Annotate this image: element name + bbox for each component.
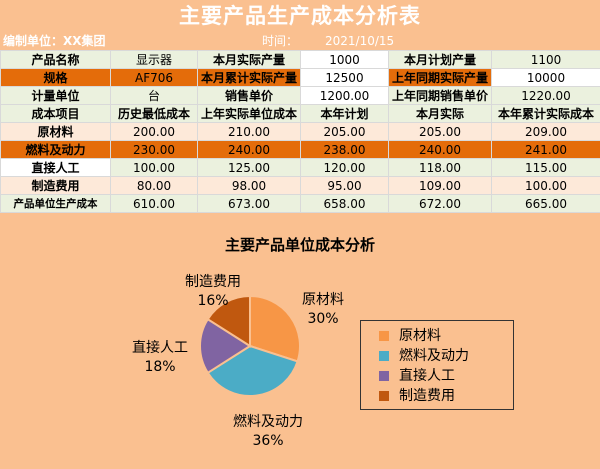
table-cell[interactable]: 产品名称 <box>0 50 111 69</box>
table-cell[interactable]: 本月计划产量 <box>388 50 492 69</box>
table-header-row: 成本项目 历史最低成本 上年实际单位成本 本年计划 本月实际 本年累计实际成本 <box>0 104 600 123</box>
chart-title: 主要产品单位成本分析 <box>224 236 375 254</box>
table-cell[interactable]: 80.00 <box>110 176 198 195</box>
legend-entry[interactable]: 原材料 <box>379 326 513 346</box>
table-header[interactable]: 本月实际 <box>388 104 492 123</box>
page-title: 主要产品生产成本分析表 <box>179 4 421 28</box>
slice-category-label: 原材料 <box>302 292 344 308</box>
table-row: 燃料及动力 230.00 240.00 238.00 240.00 241.00 <box>0 140 600 159</box>
slice-category-label: 制造费用 <box>185 274 241 290</box>
legend-entry[interactable]: 直接人工 <box>379 366 513 386</box>
table-row: 原材料 200.00 210.00 205.00 205.00 209.00 <box>0 122 600 141</box>
legend-swatch <box>379 371 389 381</box>
table-cell[interactable]: 115.00 <box>491 158 600 177</box>
table-cell[interactable]: 205.00 <box>300 122 389 141</box>
table-cell[interactable]: 240.00 <box>388 140 492 159</box>
table-cell[interactable]: 230.00 <box>110 140 198 159</box>
table-row: 制造费用 80.00 98.00 95.00 109.00 100.00 <box>0 176 600 195</box>
table-cell[interactable]: 原材料 <box>0 122 111 141</box>
pie-chart-area: 主要产品单位成本分析 原材料 30% 燃料及动力 36% 直接人工 18% 制造费用 16% … <box>0 224 600 469</box>
pie-slice-2[interactable] <box>199 317 252 375</box>
table-cell[interactable]: 125.00 <box>197 158 301 177</box>
table-cell[interactable]: 本月累计实际产量 <box>197 68 301 87</box>
slice-value-label: 18% <box>144 359 175 375</box>
table-row: 产品名称 显示器 本月实际产量 1000 本月计划产量 1100 <box>0 50 600 69</box>
table-cell[interactable]: 产品单位生产成本 <box>0 194 111 213</box>
table-cell[interactable]: 10000 <box>491 68 600 87</box>
legend-label: 原材料 <box>399 328 441 344</box>
pie-slice-0[interactable] <box>249 294 301 363</box>
info-bar: 编制单位：XX集团 时间： 2021/10/15 <box>0 33 600 49</box>
table-cell[interactable]: 上年同期实际产量 <box>388 68 492 87</box>
table-cell[interactable]: 显示器 <box>110 50 198 69</box>
table-cell[interactable]: 台 <box>110 86 198 105</box>
legend-swatch <box>379 351 389 361</box>
legend-swatch <box>379 391 389 401</box>
table-header[interactable]: 历史最低成本 <box>110 104 198 123</box>
legend-label: 制造费用 <box>399 388 455 404</box>
unit-label: 编制单位：XX集团 <box>3 34 106 48</box>
table-cell[interactable]: 1100 <box>491 50 600 69</box>
pie-chart: 原材料 30% 燃料及动力 36% 直接人工 18% 制造费用 16% <box>132 274 344 449</box>
table-cell[interactable]: 1220.00 <box>491 86 600 105</box>
table-cell[interactable]: 209.00 <box>491 122 600 141</box>
table-cell[interactable]: 120.00 <box>300 158 389 177</box>
time-value: 2021/10/15 <box>325 34 395 48</box>
table-header[interactable]: 成本项目 <box>0 104 111 123</box>
table-row: 直接人工 100.00 125.00 120.00 118.00 115.00 <box>0 158 600 177</box>
table-cell[interactable]: 规格 <box>0 68 111 87</box>
table-cell[interactable]: 销售单价 <box>197 86 301 105</box>
legend-label: 燃料及动力 <box>399 348 469 364</box>
table-row: 计量单位 台 销售单价 1200.00 上年同期销售单价 1220.00 <box>0 86 600 105</box>
slice-category-label: 燃料及动力 <box>233 413 303 430</box>
table-cell[interactable]: 210.00 <box>197 122 301 141</box>
table-cell[interactable]: 98.00 <box>197 176 301 195</box>
table-cell[interactable]: 665.00 <box>491 194 600 213</box>
table-cell[interactable]: 12500 <box>300 68 389 87</box>
table-cell[interactable]: 本月实际产量 <box>197 50 301 69</box>
table-cell[interactable]: 上年同期销售单价 <box>388 86 492 105</box>
table-cell[interactable]: 205.00 <box>388 122 492 141</box>
table-cell[interactable]: 240.00 <box>197 140 301 159</box>
table-cell[interactable]: 241.00 <box>491 140 600 159</box>
time-label: 时间： <box>262 34 299 48</box>
table-cell[interactable]: 计量单位 <box>0 86 111 105</box>
table-cell[interactable]: 673.00 <box>197 194 301 213</box>
table-cell[interactable]: 100.00 <box>491 176 600 195</box>
table-header[interactable]: 上年实际单位成本 <box>197 104 301 123</box>
pie-slice-3[interactable] <box>206 294 251 348</box>
slice-value-label: 30% <box>307 311 338 327</box>
legend-label: 直接人工 <box>399 368 455 384</box>
table-cell[interactable]: 95.00 <box>300 176 389 195</box>
table-cell[interactable]: 100.00 <box>110 158 198 177</box>
legend-swatch <box>379 331 389 341</box>
cost-table: 产品名称 显示器 本月实际产量 1000 本月计划产量 1100 规格 AF70… <box>0 50 600 213</box>
table-header[interactable]: 本年计划 <box>300 104 389 123</box>
slice-category-label: 直接人工 <box>132 339 188 356</box>
chart-legend: 原材料燃料及动力直接人工制造费用 <box>360 320 514 410</box>
table-row: 产品单位生产成本 610.00 673.00 658.00 672.00 665… <box>0 194 600 213</box>
table-cell[interactable]: 燃料及动力 <box>0 140 111 159</box>
table-cell[interactable]: 109.00 <box>388 176 492 195</box>
pie-slice-1[interactable] <box>206 344 299 397</box>
legend-entry[interactable]: 制造费用 <box>379 386 513 406</box>
slice-value-label: 16% <box>197 293 228 309</box>
table-cell[interactable]: 1200.00 <box>300 86 389 105</box>
table-cell[interactable]: 直接人工 <box>0 158 111 177</box>
table-cell[interactable]: AF706 <box>110 68 198 87</box>
table-cell[interactable]: 658.00 <box>300 194 389 213</box>
table-cell[interactable]: 制造费用 <box>0 176 111 195</box>
table-cell[interactable]: 238.00 <box>300 140 389 159</box>
table-cell[interactable]: 1000 <box>300 50 389 69</box>
table-row: 规格 AF706 本月累计实际产量 12500 上年同期实际产量 10000 <box>0 68 600 87</box>
slice-value-label: 36% <box>252 433 283 449</box>
table-cell[interactable]: 200.00 <box>110 122 198 141</box>
table-cell[interactable]: 610.00 <box>110 194 198 213</box>
legend-entry[interactable]: 燃料及动力 <box>379 346 513 366</box>
table-cell[interactable]: 118.00 <box>388 158 492 177</box>
table-header[interactable]: 本年累计实际成本 <box>491 104 600 123</box>
table-cell[interactable]: 672.00 <box>388 194 492 213</box>
